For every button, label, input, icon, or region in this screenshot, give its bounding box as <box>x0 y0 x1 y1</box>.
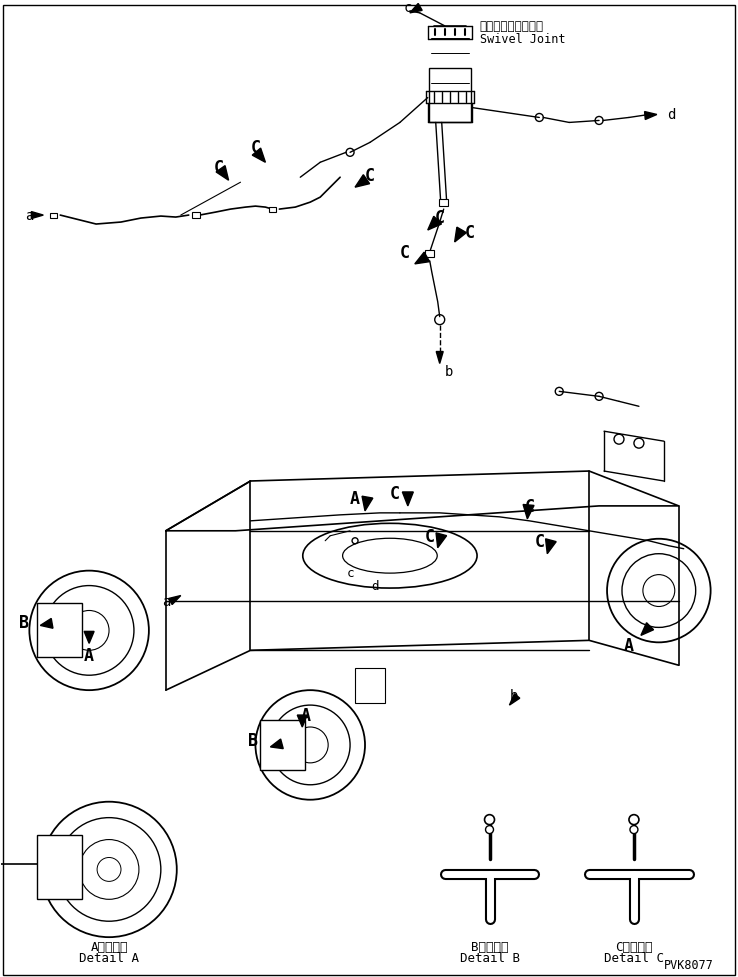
Polygon shape <box>355 176 370 188</box>
Polygon shape <box>31 212 44 219</box>
FancyBboxPatch shape <box>261 720 306 770</box>
Polygon shape <box>641 623 654 636</box>
Polygon shape <box>410 5 422 14</box>
Text: Swivel Joint: Swivel Joint <box>480 33 565 46</box>
Polygon shape <box>41 618 53 628</box>
Text: d: d <box>667 108 675 122</box>
Text: C: C <box>425 528 435 545</box>
Polygon shape <box>362 496 373 511</box>
Text: C: C <box>435 209 445 227</box>
Text: d: d <box>371 579 379 592</box>
Text: A: A <box>350 489 360 507</box>
Text: A: A <box>300 706 310 724</box>
Bar <box>439 199 448 206</box>
Text: PVK8077: PVK8077 <box>663 958 714 971</box>
Text: b: b <box>445 365 453 379</box>
Polygon shape <box>297 715 307 727</box>
Polygon shape <box>644 112 657 120</box>
Bar <box>425 251 434 258</box>
Text: スイベルジョイント: スイベルジョイント <box>480 21 544 33</box>
Text: C: C <box>365 167 375 185</box>
Polygon shape <box>436 533 446 548</box>
Text: B: B <box>19 614 30 632</box>
Text: a: a <box>25 209 33 223</box>
Polygon shape <box>169 596 181 605</box>
Text: c: c <box>404 1 412 15</box>
Bar <box>355 668 385 702</box>
Polygon shape <box>428 217 441 231</box>
Text: Detail A: Detail A <box>79 951 139 963</box>
Polygon shape <box>84 632 94 644</box>
Text: C: C <box>465 224 475 241</box>
Text: C: C <box>534 532 545 550</box>
Bar <box>49 213 57 218</box>
Text: C: C <box>400 243 410 262</box>
Circle shape <box>630 826 638 833</box>
Text: C: C <box>213 159 224 177</box>
Polygon shape <box>402 492 413 506</box>
Polygon shape <box>216 166 229 181</box>
FancyBboxPatch shape <box>38 603 82 658</box>
FancyBboxPatch shape <box>429 68 471 123</box>
Bar <box>269 207 276 212</box>
Text: A　詳　細: A 詳 細 <box>90 940 128 953</box>
Text: a: a <box>162 594 170 608</box>
Polygon shape <box>455 228 466 242</box>
Text: A: A <box>84 647 94 664</box>
Text: Detail B: Detail B <box>460 951 520 963</box>
Text: b: b <box>509 689 518 702</box>
Polygon shape <box>545 539 556 554</box>
Text: Detail C: Detail C <box>604 951 664 963</box>
Text: c: c <box>346 567 354 579</box>
Polygon shape <box>523 505 534 520</box>
FancyBboxPatch shape <box>38 834 82 900</box>
Text: C: C <box>525 497 534 516</box>
Text: B　詳　細: B 詳 細 <box>471 940 508 953</box>
Polygon shape <box>252 149 266 163</box>
Polygon shape <box>509 694 520 705</box>
Text: B: B <box>249 731 258 749</box>
Text: C　詳　細: C 詳 細 <box>615 940 652 953</box>
Polygon shape <box>270 740 283 749</box>
Polygon shape <box>415 253 430 265</box>
Circle shape <box>629 815 639 825</box>
Circle shape <box>486 826 494 833</box>
Text: C: C <box>250 139 261 157</box>
Circle shape <box>485 815 494 825</box>
Bar <box>192 213 200 219</box>
Polygon shape <box>436 352 444 364</box>
Text: C: C <box>390 485 400 502</box>
Text: A: A <box>624 637 634 655</box>
